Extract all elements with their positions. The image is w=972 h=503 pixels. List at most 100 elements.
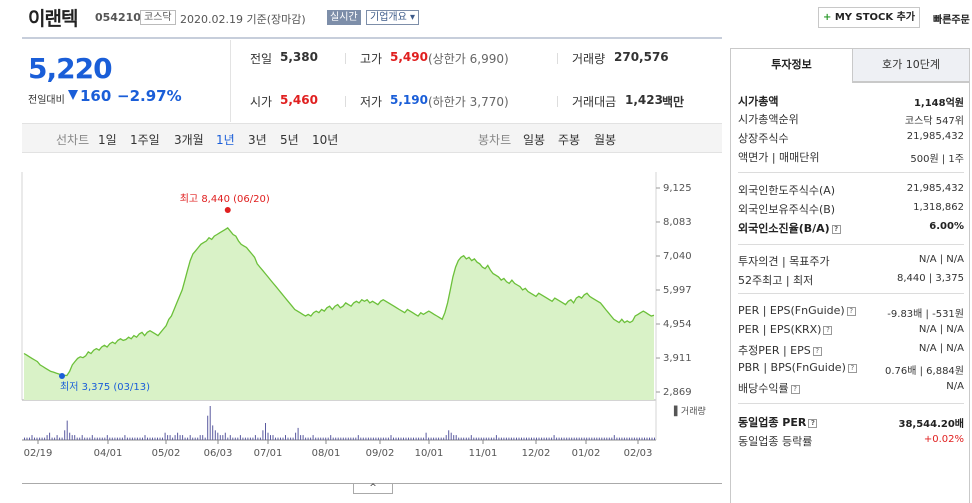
period-tab[interactable]: 3년 (248, 133, 267, 147)
help-icon[interactable]: ? (831, 225, 841, 234)
volume-bar (428, 437, 430, 440)
min-marker (59, 373, 65, 379)
info-label-text: PBR | BPS(FnGuide) (738, 361, 846, 374)
max-label: 최고 8,440 (06/20) (180, 193, 270, 205)
tab-invest-info[interactable]: 투자정보 (731, 48, 852, 82)
help-icon[interactable]: ? (808, 419, 818, 428)
y-tick-label: 8,083 (663, 217, 692, 228)
help-icon[interactable]: ? (823, 326, 833, 335)
volume-bar (621, 437, 623, 440)
volume-bar (232, 437, 234, 440)
help-icon[interactable]: ? (790, 385, 800, 394)
volume-bar (84, 437, 86, 440)
volume-bar (357, 435, 359, 440)
volume-bar (408, 437, 409, 440)
volume-bar (49, 432, 51, 440)
down-arrow-icon (68, 90, 78, 100)
volume-bar (262, 430, 264, 440)
period-tab[interactable]: 1주일 (130, 133, 160, 147)
candle-tab[interactable]: 주봉 (558, 133, 581, 147)
info-row-label: 외국인한도주식수(A) (738, 182, 835, 198)
volume-bar (64, 430, 66, 440)
chart-collapse-button[interactable]: ^ (353, 484, 393, 494)
volume-bar (638, 437, 640, 440)
info-row-label: 외국인소진율(B/A)? (738, 220, 841, 236)
volume-bar (74, 435, 76, 440)
volume-bar (415, 437, 417, 440)
volume-bar (142, 437, 143, 440)
info-label-text: 시가총액순위 (738, 113, 799, 126)
volume-bar (204, 437, 206, 440)
volume-bar (636, 437, 638, 440)
info-row-label: 추정PER | EPS? (738, 342, 822, 358)
x-tick-label: 02/03 (624, 448, 653, 459)
x-tick-label: 07/01 (254, 448, 283, 459)
help-icon[interactable]: ? (847, 364, 857, 373)
period-tab[interactable]: 1년 (216, 133, 235, 147)
info-row-value: 38,544.20배 (898, 419, 964, 430)
add-mystock-button[interactable]: + MY STOCK 추가 (818, 7, 920, 28)
volume-bar (292, 437, 294, 440)
volume-bar (598, 437, 600, 440)
info-row-value: -9.83배 | -531원 (887, 309, 964, 320)
volume-bar (382, 437, 384, 440)
volume-bar (546, 437, 548, 440)
help-icon[interactable]: ? (846, 307, 856, 316)
y-tick-label: 7,040 (663, 251, 692, 262)
low-label: 저가 (360, 95, 383, 109)
volume-bar (443, 437, 445, 440)
volume-bar (405, 437, 407, 440)
volume-bar (410, 437, 412, 440)
period-tab[interactable]: 1일 (98, 133, 117, 147)
volume-bar (571, 437, 573, 440)
chart-bottom-line (22, 483, 722, 484)
volume-bar (448, 430, 450, 440)
volume-bar (267, 432, 269, 440)
volume-bar (325, 437, 327, 440)
volume-bar (593, 437, 595, 440)
volume-bar (332, 437, 334, 440)
volume-bar (370, 437, 372, 440)
volume-bar (473, 437, 475, 440)
volume-bar (533, 437, 535, 440)
info-label-text: 시가총액 (738, 95, 779, 108)
volume-bar (194, 437, 196, 440)
volume-bar (438, 437, 440, 440)
volume-label: 거래량 (572, 52, 606, 66)
volume-bar (641, 437, 643, 440)
volume-bar (543, 437, 545, 440)
volume-bar (259, 437, 261, 440)
volume-bar (24, 437, 25, 440)
company-overview-button[interactable]: 기업개요 ▾ (366, 10, 419, 25)
info-label-text: 외국인한도주식수(A) (738, 184, 836, 197)
volume-bar (435, 437, 437, 440)
volume-bar (86, 437, 88, 440)
volume-bar (531, 437, 532, 440)
info-label-text: 외국인보유주식수(B) (738, 203, 836, 216)
info-row-label: 52주최고 | 최저 (738, 272, 813, 288)
candle-tab[interactable]: 월봉 (594, 133, 617, 147)
volume-bar (510, 437, 512, 440)
panel-divider (738, 172, 964, 173)
volume-bar (498, 437, 500, 440)
volume-bar (505, 437, 507, 440)
info-row-label: 투자의견 | 목표주가 (738, 253, 830, 269)
volume-bar (157, 437, 158, 440)
period-tab[interactable]: 10년 (312, 133, 339, 147)
volume-bar (618, 437, 620, 440)
volume-bar (362, 437, 364, 440)
candle-tab[interactable]: 일봉 (523, 133, 546, 147)
period-tab[interactable]: 5년 (280, 133, 299, 147)
volume-bar (400, 437, 402, 440)
help-icon[interactable]: ? (812, 347, 822, 356)
tab-quote-10[interactable]: 호가 10단계 (852, 48, 970, 82)
period-tab[interactable]: 3개월 (174, 133, 204, 147)
volume-bar (76, 437, 78, 440)
x-tick-label: 08/01 (312, 448, 341, 459)
volume-bar (280, 437, 281, 440)
info-row-value: 1,318,862 (913, 202, 964, 213)
quick-order-link[interactable]: 빠른주문 (933, 15, 970, 26)
realtime-button[interactable]: 실시간 (327, 10, 361, 25)
price-divider (230, 40, 231, 122)
volume-bar (420, 437, 422, 440)
